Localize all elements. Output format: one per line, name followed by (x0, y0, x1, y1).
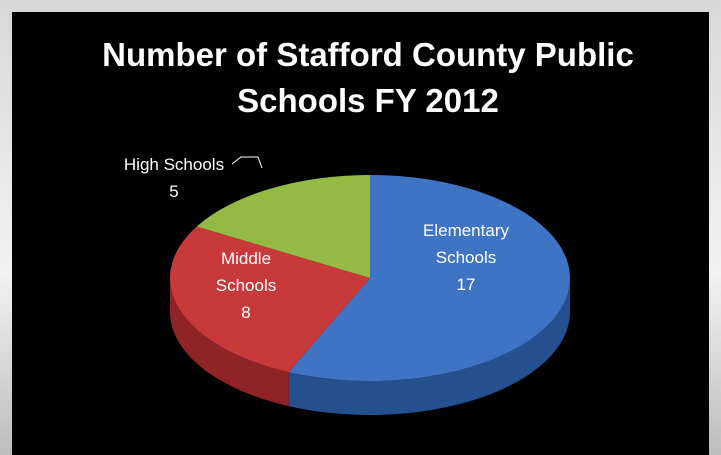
data-label-elementary-schools: Elementary Schools 17 (423, 221, 509, 294)
chart-title-line-2: Schools FY 2012 (237, 82, 499, 119)
chart-title-line-1: Number of Stafford County Public (102, 36, 634, 73)
pie-side-middle-schools (170, 278, 289, 407)
chart-title: Number of Stafford County Public Schools… (102, 36, 634, 119)
data-label-category: Schools (216, 276, 276, 295)
pie-slices (170, 175, 571, 381)
leader-line-high-schools (231, 156, 263, 169)
data-label-category: Middle (221, 249, 271, 268)
data-label-category: Elementary (423, 221, 509, 240)
data-label-high-schools: High Schools 5 (124, 155, 224, 201)
data-label-category: Schools (436, 248, 496, 267)
pie-sides (170, 278, 570, 415)
data-label-value: 17 (457, 275, 476, 294)
pie-side-elementary-schools (288, 278, 570, 415)
pie-labels: Elementary Schools 17 Middle Schools 8 High Sc… (124, 155, 510, 322)
data-label-category: High Schools (124, 155, 224, 174)
pie-slice-high-schools (196, 175, 370, 278)
data-label-value: 5 (169, 182, 178, 201)
data-label-value: 8 (241, 303, 250, 322)
pie-slice-middle-schools (170, 226, 370, 373)
data-label-middle-schools: Middle Schools 8 (216, 249, 276, 322)
pie-slice-elementary-schools (288, 175, 571, 381)
